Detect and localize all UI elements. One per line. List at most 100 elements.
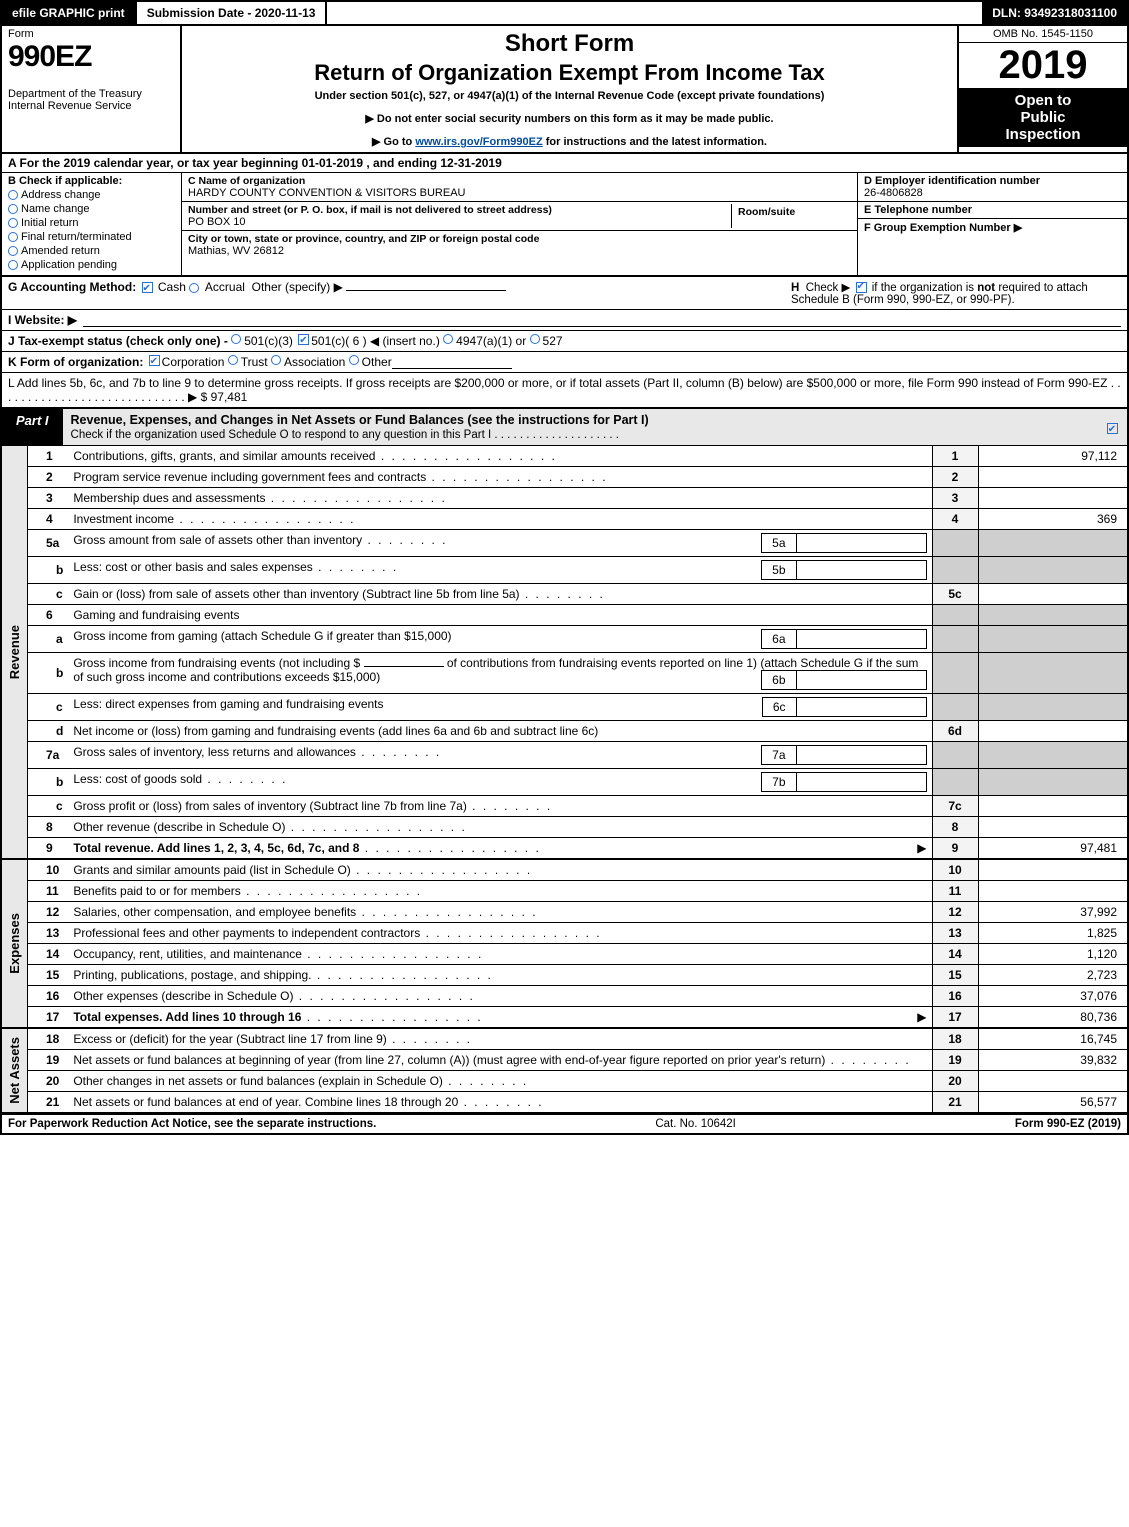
table-row: 5aGross amount from sale of assets other… xyxy=(1,530,1128,557)
ln-desc: Total revenue. Add lines 1, 2, 3, 4, 5c,… xyxy=(73,841,359,855)
ln-box: 13 xyxy=(932,923,978,944)
chk-4947a1[interactable] xyxy=(443,334,453,344)
ln-desc: Net income or (loss) from gaming and fun… xyxy=(68,721,932,742)
dln-label: DLN: 93492318031100 xyxy=(982,2,1127,24)
table-row: cGross profit or (loss) from sales of in… xyxy=(1,796,1128,817)
calendar-year-row: A For the 2019 calendar year, or tax yea… xyxy=(0,154,1129,173)
ln-box: 17 xyxy=(932,1007,978,1029)
ln-num: 6 xyxy=(28,605,69,626)
line-i: I Website: ▶ xyxy=(0,310,1129,331)
table-row: 13Professional fees and other payments t… xyxy=(1,923,1128,944)
ln-desc: Less: cost or other basis and sales expe… xyxy=(73,560,398,574)
chk-cash-label: Cash xyxy=(158,280,186,294)
ln-amount: 1,825 xyxy=(978,923,1128,944)
chk-corporation[interactable] xyxy=(149,355,160,366)
ln-num: c xyxy=(28,584,69,605)
chk-cash[interactable] xyxy=(142,282,153,293)
ln-num: 5a xyxy=(28,530,69,557)
ln-box: 5c xyxy=(932,584,978,605)
chk-501c[interactable] xyxy=(298,334,309,345)
table-row: bGross income from fundraising events (n… xyxy=(1,653,1128,694)
chk-other-label: Other (specify) ▶ xyxy=(252,280,343,294)
header-right: OMB No. 1545-1150 2019 Open to Public In… xyxy=(957,26,1127,152)
line-g-h: G Accounting Method: Cash Accrual Other … xyxy=(0,277,1129,310)
efile-print-button[interactable]: efile GRAPHIC print xyxy=(2,2,137,24)
table-row: 4Investment income4369 xyxy=(1,509,1128,530)
chk-association[interactable] xyxy=(271,355,281,365)
ln-num: b xyxy=(28,653,69,694)
chk-name-change-label: Name change xyxy=(21,203,90,215)
ln-num: 14 xyxy=(28,944,69,965)
footer: For Paperwork Reduction Act Notice, see … xyxy=(0,1114,1129,1135)
chk-other-org[interactable] xyxy=(349,355,359,365)
part-1-check-note: Check if the organization used Schedule … xyxy=(71,429,619,441)
ln-desc: Less: cost of goods sold xyxy=(73,772,287,786)
ln-box: 9 xyxy=(932,838,978,860)
chk-address-change[interactable]: Address change xyxy=(8,189,175,201)
sub-box: 5a xyxy=(761,533,796,553)
entity-block: B Check if applicable: Address change Na… xyxy=(0,173,1129,277)
org-name-value: HARDY COUNTY CONVENTION & VISITORS BUREA… xyxy=(188,187,851,199)
irs-link[interactable]: www.irs.gov/Form990EZ xyxy=(415,136,542,148)
tax-year: 2019 xyxy=(959,43,1127,88)
ln-num: 4 xyxy=(28,509,69,530)
ln-amount: 37,076 xyxy=(978,986,1128,1007)
ln-desc: Other changes in net assets or fund bala… xyxy=(68,1071,932,1092)
ln-amount xyxy=(978,1071,1128,1092)
section-c: C Name of organization HARDY COUNTY CONV… xyxy=(182,173,857,275)
ln-box: 18 xyxy=(932,1028,978,1050)
chk-schedule-o-part1[interactable] xyxy=(1107,423,1118,434)
sub-box: 6c xyxy=(762,697,797,717)
inspect-line3: Inspection xyxy=(961,126,1125,143)
ln-amount: 1,120 xyxy=(978,944,1128,965)
section-b-heading: B Check if applicable: xyxy=(8,175,175,187)
chk-trust[interactable] xyxy=(228,355,238,365)
ln-desc: Salaries, other compensation, and employ… xyxy=(68,902,932,923)
sub-box: 6a xyxy=(761,629,796,649)
note-goto: ▶ Go to www.irs.gov/Form990EZ for instru… xyxy=(190,135,949,148)
revenue-side-label: Revenue xyxy=(7,625,22,679)
line-j: J Tax-exempt status (check only one) - 5… xyxy=(0,331,1129,352)
note-ssn: ▶ Do not enter social security numbers o… xyxy=(190,112,949,125)
table-row: 8Other revenue (describe in Schedule O)8 xyxy=(1,817,1128,838)
ln-box: 12 xyxy=(932,902,978,923)
title-short-form: Short Form xyxy=(190,30,949,58)
ln-num: 10 xyxy=(28,859,69,881)
chk-527[interactable] xyxy=(530,334,540,344)
table-row: 6Gaming and fundraising events xyxy=(1,605,1128,626)
street-label: Number and street (or P. O. box, if mail… xyxy=(188,204,731,216)
chk-initial-return[interactable]: Initial return xyxy=(8,217,175,229)
ln-amount: 39,832 xyxy=(978,1050,1128,1071)
ln-amount xyxy=(978,817,1128,838)
table-row: 16Other expenses (describe in Schedule O… xyxy=(1,986,1128,1007)
table-row: Net Assets 18Excess or (deficit) for the… xyxy=(1,1028,1128,1050)
table-row: 7aGross sales of inventory, less returns… xyxy=(1,742,1128,769)
chk-application-pending[interactable]: Application pending xyxy=(8,259,175,271)
room-label: Room/suite xyxy=(738,206,845,218)
header-subtitle: Under section 501(c), 527, or 4947(a)(1)… xyxy=(190,90,949,102)
ln-box: 15 xyxy=(932,965,978,986)
ln-box: 16 xyxy=(932,986,978,1007)
ln-num: 15 xyxy=(28,965,69,986)
chk-4947a1-label: 4947(a)(1) or xyxy=(456,334,526,348)
ln-desc: Gaming and fundraising events xyxy=(68,605,932,626)
ln-amount: 2,723 xyxy=(978,965,1128,986)
ln-amount: 97,481 xyxy=(978,838,1128,860)
ln-desc: Professional fees and other payments to … xyxy=(68,923,932,944)
ln-desc: Net assets or fund balances at end of ye… xyxy=(68,1092,932,1114)
chk-name-change[interactable]: Name change xyxy=(8,203,175,215)
ln-desc: Other revenue (describe in Schedule O) xyxy=(68,817,932,838)
chk-amended-return[interactable]: Amended return xyxy=(8,245,175,257)
ln-desc: Gross profit or (loss) from sales of inv… xyxy=(68,796,932,817)
ln-box: 7c xyxy=(932,796,978,817)
header-left: Form 990EZ Department of the Treasury In… xyxy=(2,26,182,152)
chk-501c3[interactable] xyxy=(231,334,241,344)
ln-box: 6d xyxy=(932,721,978,742)
chk-schedule-b-not-required[interactable] xyxy=(856,282,867,293)
chk-final-return[interactable]: Final return/terminated xyxy=(8,231,175,243)
ln-desc: Net assets or fund balances at beginning… xyxy=(68,1050,932,1071)
top-bar: efile GRAPHIC print Submission Date - 20… xyxy=(0,0,1129,26)
chk-accrual[interactable] xyxy=(189,283,199,293)
ln-num: 3 xyxy=(28,488,69,509)
ln-num: 18 xyxy=(28,1028,69,1050)
